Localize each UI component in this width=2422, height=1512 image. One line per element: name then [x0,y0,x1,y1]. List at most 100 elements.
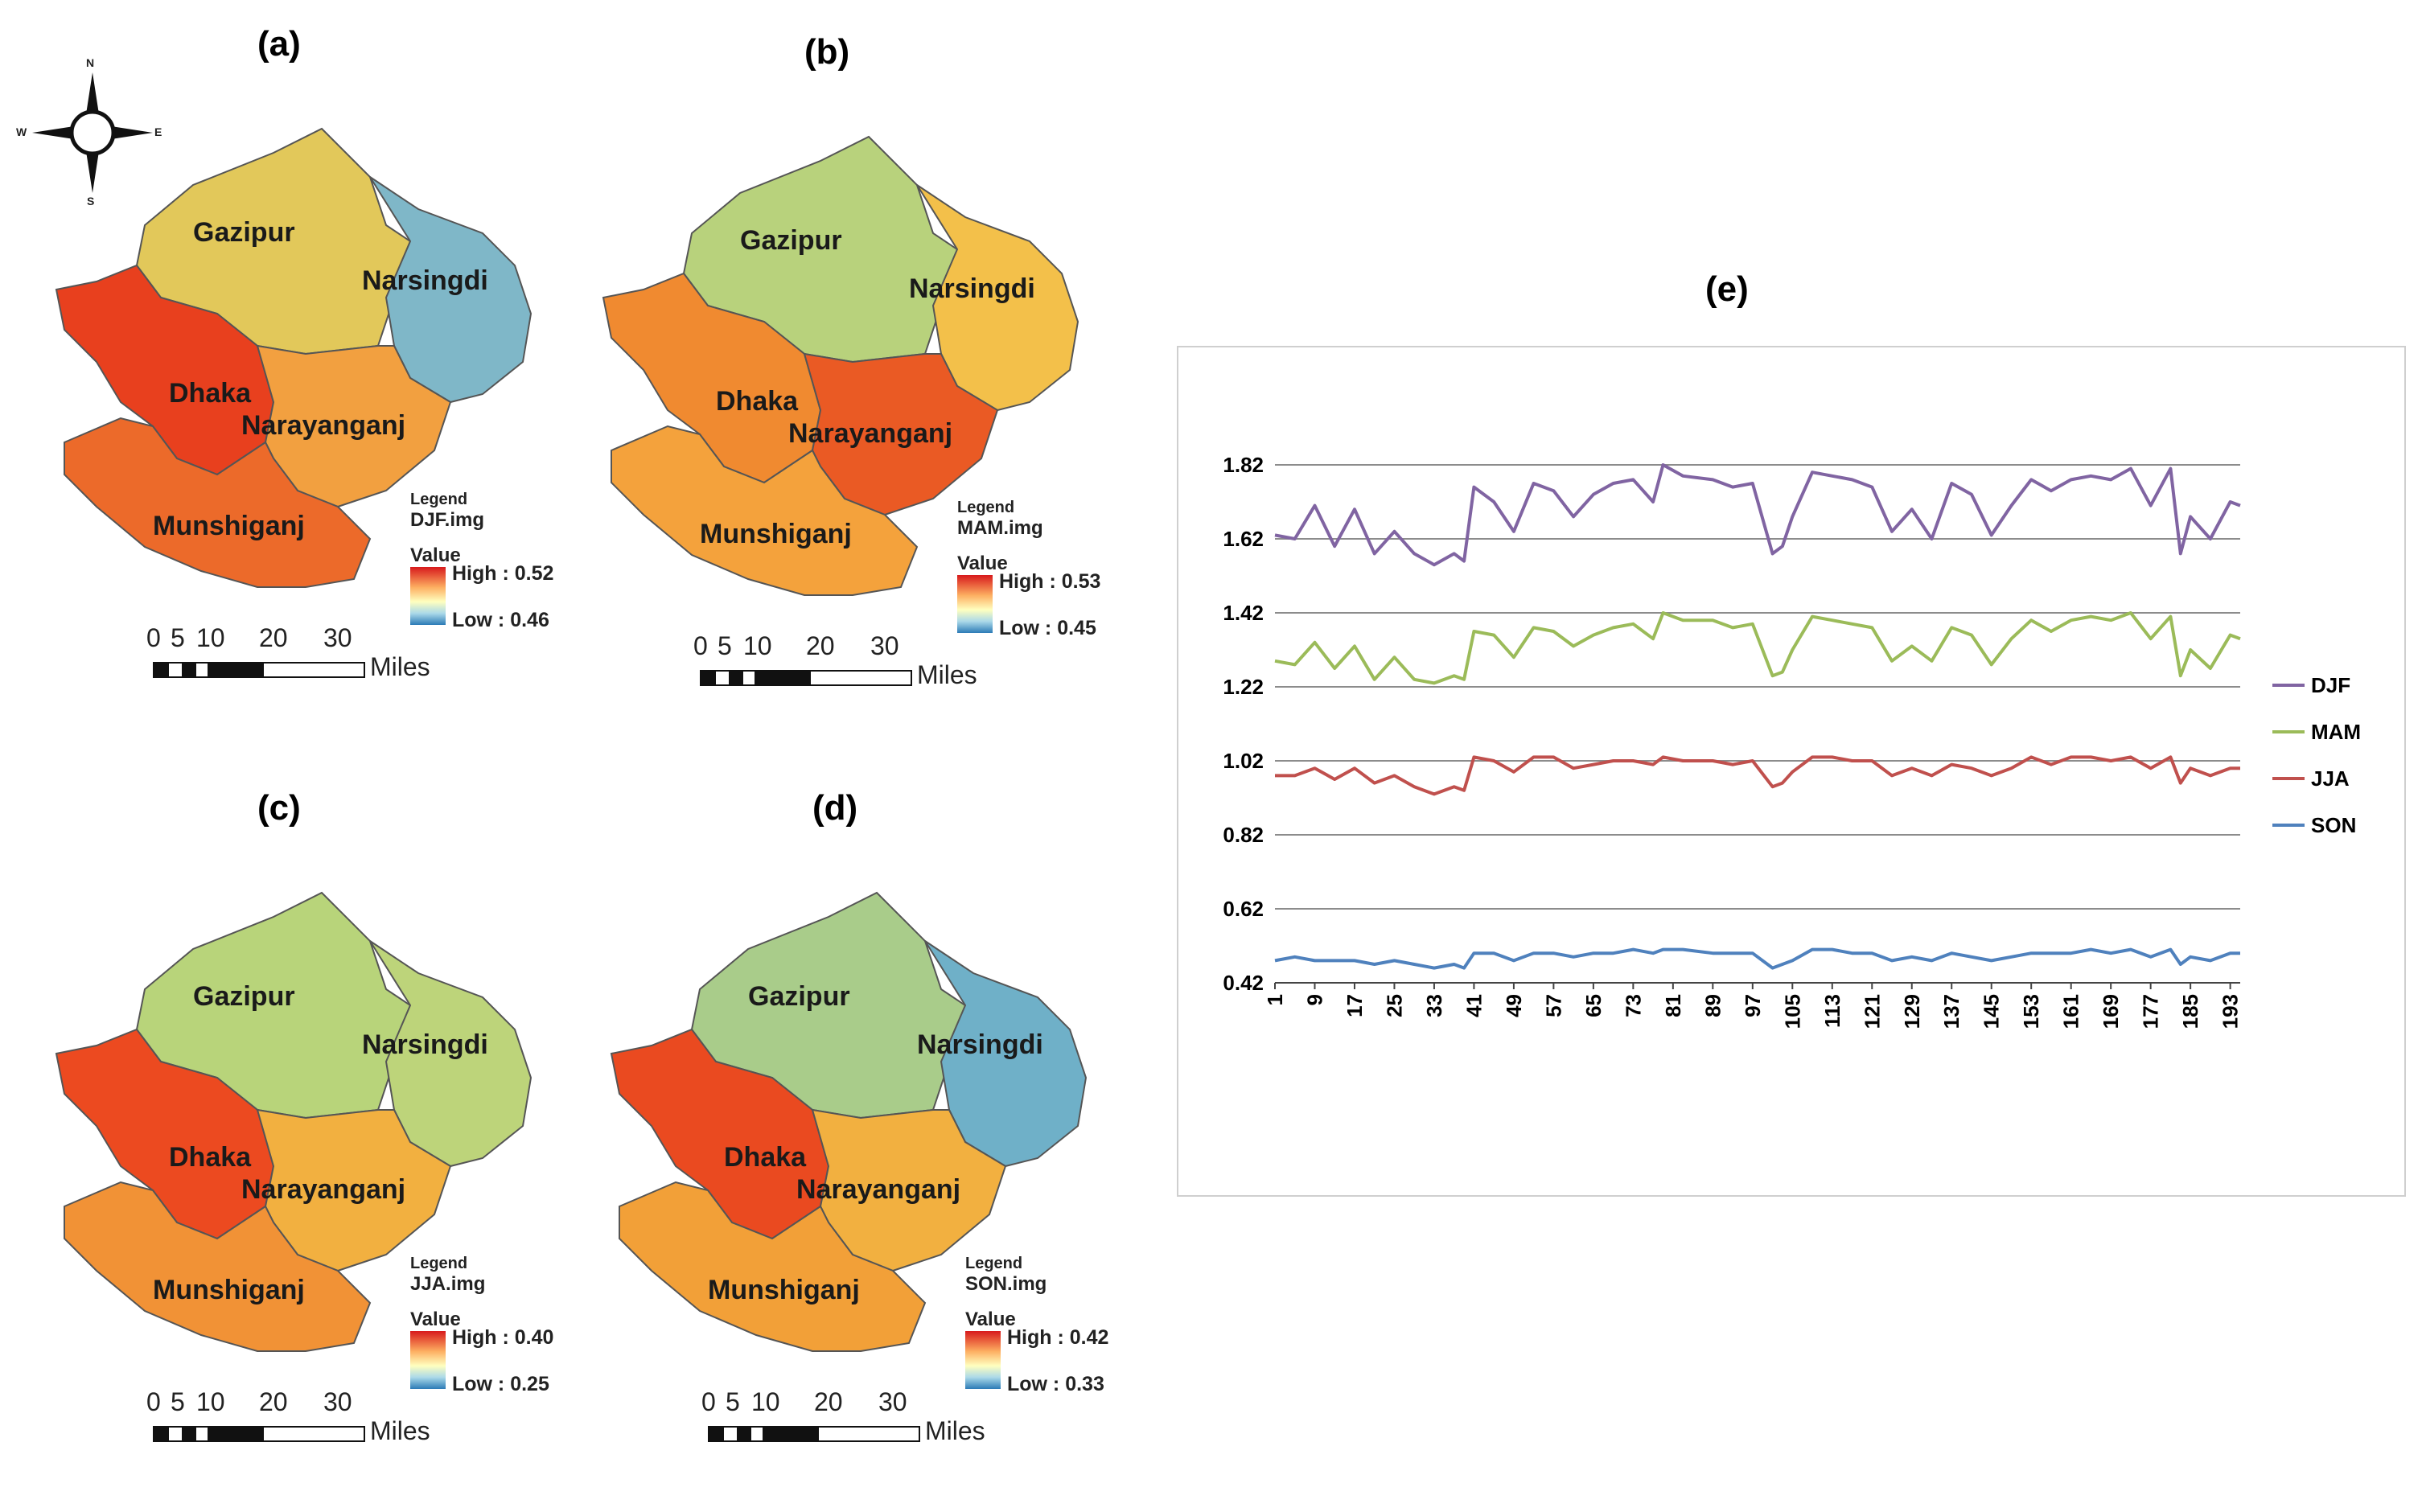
x-tick-label: 33 [1422,994,1446,1017]
compass-icon [32,72,153,193]
x-tick-label: 81 [1661,994,1685,1017]
scale-unit: Miles [925,1416,985,1445]
map-panel: (d) Gazipur Narsingdi Dhaka Narayanganj Munsh… [587,788,1134,1512]
legend-value-label: Value [957,553,1008,574]
map-panel: (a) Gazipur Narsingdi Dhaka Narayanganj Munsh… [32,24,579,748]
y-tick-label: 1.82 [1223,453,1264,477]
x-tick-label: 193 [2218,994,2243,1029]
x-tick-label: 57 [1541,994,1565,1017]
scale-tick: 20 [814,1387,843,1416]
panel-label: (c) [257,788,301,828]
region-munshiganj [619,1181,927,1352]
legend-value-label: Value [410,1309,461,1330]
district-label-narayanganj: Narayanganj [796,1174,961,1205]
legend-label-jja: JJA [2311,766,2350,791]
scale-tick: 5 [171,623,185,652]
district-label-narayanganj: Narayanganj [788,418,953,449]
x-tick-label: 97 [1741,994,1765,1017]
district-map [610,891,1088,1352]
district-label-munshiganj: Munshiganj [153,511,305,541]
line-chart: 0.42 0.62 0.82 1.02 1.22 1.42 1.62 1.82 1 9 17 25 33… [1223,453,2361,1029]
legend-low: Low : 0.45 [999,617,1096,639]
legend-low: Low : 0.25 [452,1373,549,1395]
scale-tick: 10 [196,623,225,652]
district-label-narsingdi: Narsingdi [917,1029,1043,1060]
region-munshiganj [64,1181,372,1352]
panel-label: (d) [812,788,858,828]
scale-tick: 20 [259,1387,288,1416]
compass-south: S [87,195,95,207]
scale-unit: Miles [370,1416,430,1445]
district-label-gazipur: Gazipur [740,225,842,256]
legend-file: MAM.img [957,517,1043,539]
panel-label: (b) [804,32,850,72]
scale-tick: 5 [171,1387,185,1416]
map-legend: Legend MAM.img Value High : 0.53 Low : 0.45 [957,499,1100,639]
series-line-son [1274,947,2240,970]
scale-tick: 0 [146,623,161,652]
scale-bar-track [153,1426,365,1442]
x-tick-label: 137 [1939,994,1964,1029]
district-label-munshiganj: Munshiganj [153,1275,305,1305]
x-tick-label: 153 [2019,994,2043,1029]
scale-tick: 10 [743,631,772,660]
scale-bar-track [708,1426,920,1442]
legend-file: JJA.img [410,1273,486,1295]
district-label-gazipur: Gazipur [193,981,295,1012]
legend-high: High : 0.52 [452,562,554,585]
color-ramp [410,1331,446,1389]
y-tick-label: 0.62 [1223,897,1264,921]
compass-west: W [16,125,27,138]
legend-value-label: Value [965,1309,1016,1330]
district-label-narsingdi: Narsingdi [362,1029,488,1060]
region-narsingdi [924,940,1088,1168]
scale-tick: 5 [726,1387,740,1416]
legend-label-son: SON [2311,813,2356,837]
color-ramp [965,1331,1001,1389]
scale-tick: 10 [751,1387,780,1416]
legend-high: High : 0.40 [452,1326,554,1349]
scale-tick: 30 [870,631,899,660]
district-label-gazipur: Gazipur [748,981,850,1012]
district-label-narsingdi: Narsingdi [362,265,488,296]
x-tick-label: 177 [2139,994,2163,1029]
x-tick-label: 1 [1263,994,1287,1005]
y-tick-label: 1.62 [1223,527,1264,551]
scale-bar-track [153,662,365,678]
scale-unit: Miles [917,660,977,689]
scale-tick: 10 [196,1387,225,1416]
x-tick-label: 105 [1780,994,1804,1029]
legend-file: DJF.img [410,509,485,531]
legend-low: Low : 0.46 [452,609,549,631]
scale-tick: 30 [878,1387,907,1416]
district-label-gazipur: Gazipur [193,217,295,248]
series-line-djf [1274,463,2241,567]
district-map [55,891,533,1352]
series-line-mam [1274,611,2241,685]
panel-label: (a) [257,24,301,64]
y-tick-label: 1.22 [1223,675,1264,699]
x-tick-label: 169 [2099,994,2123,1029]
map-panel: (c) Gazipur Narsingdi Dhaka Narayanganj Munsh… [32,788,579,1512]
legend-title: Legend [410,1255,468,1272]
compass-rose: N S E W [16,56,169,209]
y-tick-label: 0.42 [1223,971,1264,995]
x-tick-label: 73 [1621,994,1645,1017]
district-label-dhaka: Dhaka [169,378,252,409]
district-label-narsingdi: Narsingdi [909,273,1035,304]
color-ramp [957,575,993,633]
legend-label-djf: DJF [2311,673,2350,697]
scale-tick: 5 [718,631,732,660]
legend-title: Legend [957,499,1015,516]
compass-east: E [154,125,162,138]
color-ramp [410,567,446,625]
district-label-munshiganj: Munshiganj [708,1275,860,1305]
y-tick-label: 0.82 [1223,823,1264,847]
x-tick-label: 161 [2059,994,2083,1029]
region-narsingdi [369,176,533,404]
scale-tick: 30 [323,623,352,652]
legend-label-mam: MAM [2311,720,2361,744]
district-label-narayanganj: Narayanganj [241,1174,406,1205]
map-legend: Legend JJA.img Value High : 0.40 Low : 0.25 [410,1255,553,1395]
scale-bar-track [700,670,912,686]
